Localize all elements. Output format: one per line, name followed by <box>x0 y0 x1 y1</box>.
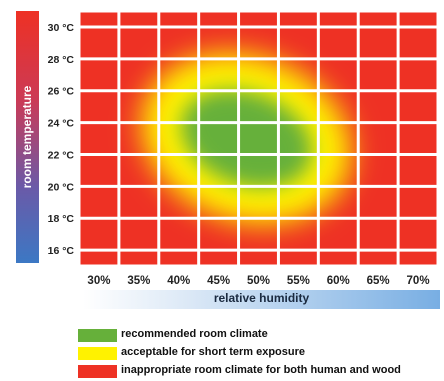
y-tick-label: 18 °C <box>48 213 75 225</box>
heatmap-plot-area <box>79 11 438 266</box>
y-tick-label: 24 °C <box>48 118 75 130</box>
y-tick-label: 20 °C <box>48 181 75 193</box>
x-tick-label: 45% <box>207 275 230 287</box>
x-tick-label: 30% <box>87 275 110 287</box>
x-tick-labels: 30% 35% 40% 45% 50% 55% 60% 65% 70% <box>87 275 429 287</box>
x-tick-label: 35% <box>127 275 150 287</box>
x-tick-label: 65% <box>367 275 390 287</box>
y-tick-labels: 30 °C 28 °C 26 °C 24 °C 22 °C 20 °C 18 °C 16 °C <box>48 22 75 257</box>
x-tick-label: 70% <box>407 275 430 287</box>
x-tick-label: 40% <box>167 275 190 287</box>
y-tick-label: 16 °C <box>48 245 75 257</box>
x-tick-label: 60% <box>327 275 350 287</box>
x-tick-label: 55% <box>287 275 310 287</box>
legend-label: recommended room climate <box>121 328 268 340</box>
x-axis-label: relative humidity <box>213 291 310 305</box>
legend-label: inappropriate room climate for both huma… <box>121 364 401 376</box>
y-tick-label: 30 °C <box>48 22 75 34</box>
legend-swatch-green <box>78 329 117 342</box>
y-axis-label-bar <box>16 11 39 263</box>
x-axis-label-bar <box>83 290 440 309</box>
legend-swatch-red <box>78 365 117 378</box>
heatmap-grid <box>77 9 440 268</box>
y-tick-label: 28 °C <box>48 54 75 66</box>
x-tick-label: 50% <box>247 275 270 287</box>
y-tick-label: 22 °C <box>48 149 75 161</box>
legend-swatch-yellow <box>78 347 117 360</box>
y-tick-label: 26 °C <box>48 86 75 98</box>
legend-label: acceptable for short term exposure <box>121 346 306 358</box>
